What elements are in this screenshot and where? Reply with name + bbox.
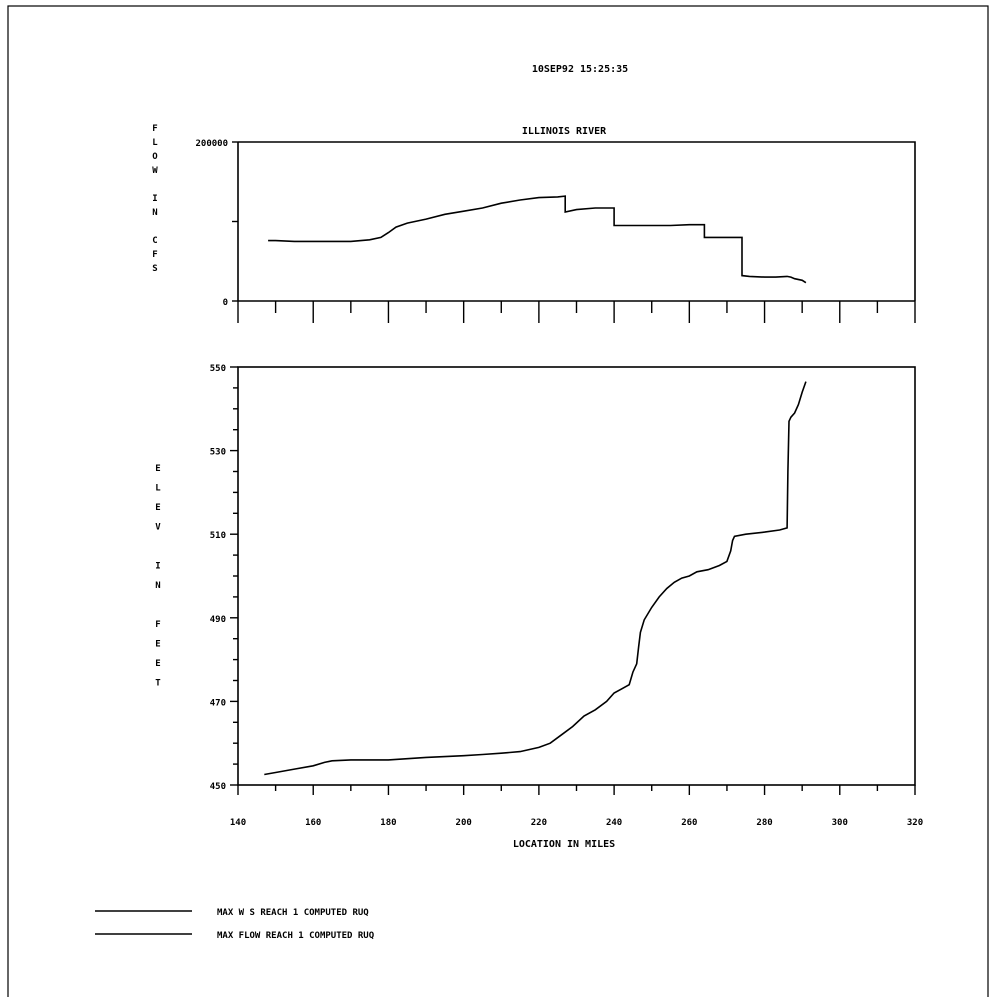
flow-plot-frame: [238, 141, 916, 301]
flow-ylabel-char: L: [152, 138, 158, 148]
elev-ytick-label: 450: [210, 782, 226, 792]
flow-ylabel-char: C: [152, 236, 157, 246]
elev-ytick-label: 550: [210, 364, 226, 374]
flow-ylabel-char: I: [152, 194, 157, 204]
elev-ylabel-char: F: [155, 620, 160, 630]
elev-xtick-label: 300: [832, 818, 848, 828]
elev-ylabel-char: E: [155, 464, 160, 474]
max-flow-series-line: [268, 195, 807, 284]
elev-ytick-label: 530: [210, 448, 226, 458]
elevation-plot-frame: [237, 366, 916, 786]
elev-ylabel-char: N: [155, 581, 160, 591]
elev-xtick-label: 320: [907, 818, 923, 828]
elev-ytick-label: 510: [210, 531, 226, 541]
elev-xtick-label: 220: [531, 818, 547, 828]
elevation-plot-xlabel: LOCATION IN MILES: [513, 839, 615, 850]
elev-xtick-label: 180: [380, 818, 396, 828]
elev-xtick-label: 260: [681, 818, 697, 828]
elevation-plot-yticks: 550 530 510 490 470 450: [210, 364, 238, 792]
flow-ylabel-char: F: [152, 124, 157, 134]
elev-ylabel-char: V: [155, 523, 161, 533]
elev-xtick-label: 200: [456, 818, 472, 828]
elev-xtick-label: 240: [606, 818, 622, 828]
flow-ytick-label: 0: [223, 298, 228, 308]
elev-xtick-label: 280: [756, 818, 772, 828]
elev-ylabel-char: E: [155, 640, 160, 650]
flow-ylabel-char: N: [152, 208, 157, 218]
flow-plot-yticks: 200000 0: [195, 139, 238, 308]
max-ws-series-line: [264, 381, 807, 776]
elev-ytick-label: 490: [210, 615, 226, 625]
legend: MAX W S REACH 1 COMPUTED RUQ MAX FLOW RE…: [95, 908, 375, 941]
elev-ylabel-char: E: [155, 503, 160, 513]
elev-xtick-label: 160: [305, 818, 321, 828]
flow-plot-xticks: [237, 301, 916, 323]
flow-plot-title: ILLINOIS RIVER: [522, 126, 607, 137]
page-border: [7, 5, 989, 997]
elev-xtick-label: 140: [230, 818, 246, 828]
elev-ylabel-char: I: [155, 562, 160, 572]
elev-ylabel-char: T: [155, 679, 161, 689]
elevation-plot-xticks: 140 160 180 200 220 240 260 280 300 320: [230, 785, 923, 828]
elev-ytick-label: 470: [210, 698, 226, 708]
legend-label-ws: MAX W S REACH 1 COMPUTED RUQ: [217, 908, 369, 918]
flow-ylabel-char: O: [152, 152, 158, 162]
elev-ylabel-char: L: [155, 484, 161, 494]
flow-ylabel-char: S: [152, 264, 157, 274]
elev-ylabel-char: E: [155, 659, 160, 669]
legend-label-flow: MAX FLOW REACH 1 COMPUTED RUQ: [217, 931, 375, 941]
timestamp: 10SEP92 15:25:35: [532, 64, 628, 75]
flow-ytick-label: 200000: [195, 139, 228, 149]
flow-ylabel-char: F: [152, 250, 157, 260]
flow-ylabel-char: W: [152, 166, 158, 176]
